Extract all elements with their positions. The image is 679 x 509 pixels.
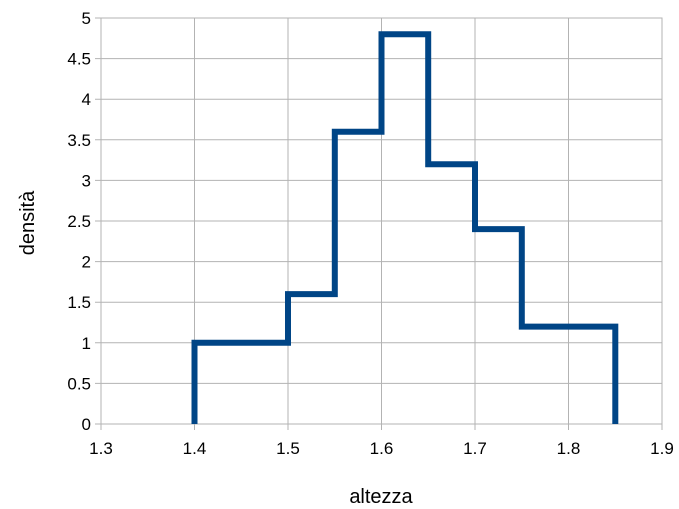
plot-frame xyxy=(100,17,663,425)
x-tick-label: 1.4 xyxy=(183,439,207,458)
y-tick-label: 2.5 xyxy=(67,212,91,231)
x-tick-label: 1.8 xyxy=(557,439,581,458)
y-tick-label: 2 xyxy=(82,253,91,272)
y-tick-label: 5 xyxy=(82,9,91,28)
series-layer xyxy=(191,31,619,424)
y-tick-label: 3 xyxy=(82,171,91,190)
axes xyxy=(100,17,663,425)
y-tick-label: 0.5 xyxy=(67,374,91,393)
x-tick-labels: 1.3 1.4 1.5 1.6 1.7 1.8 1.9 xyxy=(89,439,674,458)
x-tick-label: 1.9 xyxy=(650,439,674,458)
y-tick-labels: 0 0.5 1 1.5 2 2.5 3 3.5 4 4.5 5 xyxy=(67,9,91,434)
x-tick-label: 1.6 xyxy=(370,439,394,458)
y-tick-label: 0 xyxy=(82,415,91,434)
series-line xyxy=(191,31,619,424)
x-tick-label: 1.7 xyxy=(463,439,487,458)
y-tick-label: 4.5 xyxy=(67,50,91,69)
y-tick-label: 1 xyxy=(82,334,91,353)
x-axis-title: altezza xyxy=(349,486,413,508)
x-tick-label: 1.5 xyxy=(276,439,300,458)
x-tick-label: 1.3 xyxy=(89,439,113,458)
y-tick-label: 4 xyxy=(82,90,91,109)
y-axis-title: densità xyxy=(17,190,39,255)
y-tick-label: 1.5 xyxy=(67,293,91,312)
y-tick-label: 3.5 xyxy=(67,131,91,150)
